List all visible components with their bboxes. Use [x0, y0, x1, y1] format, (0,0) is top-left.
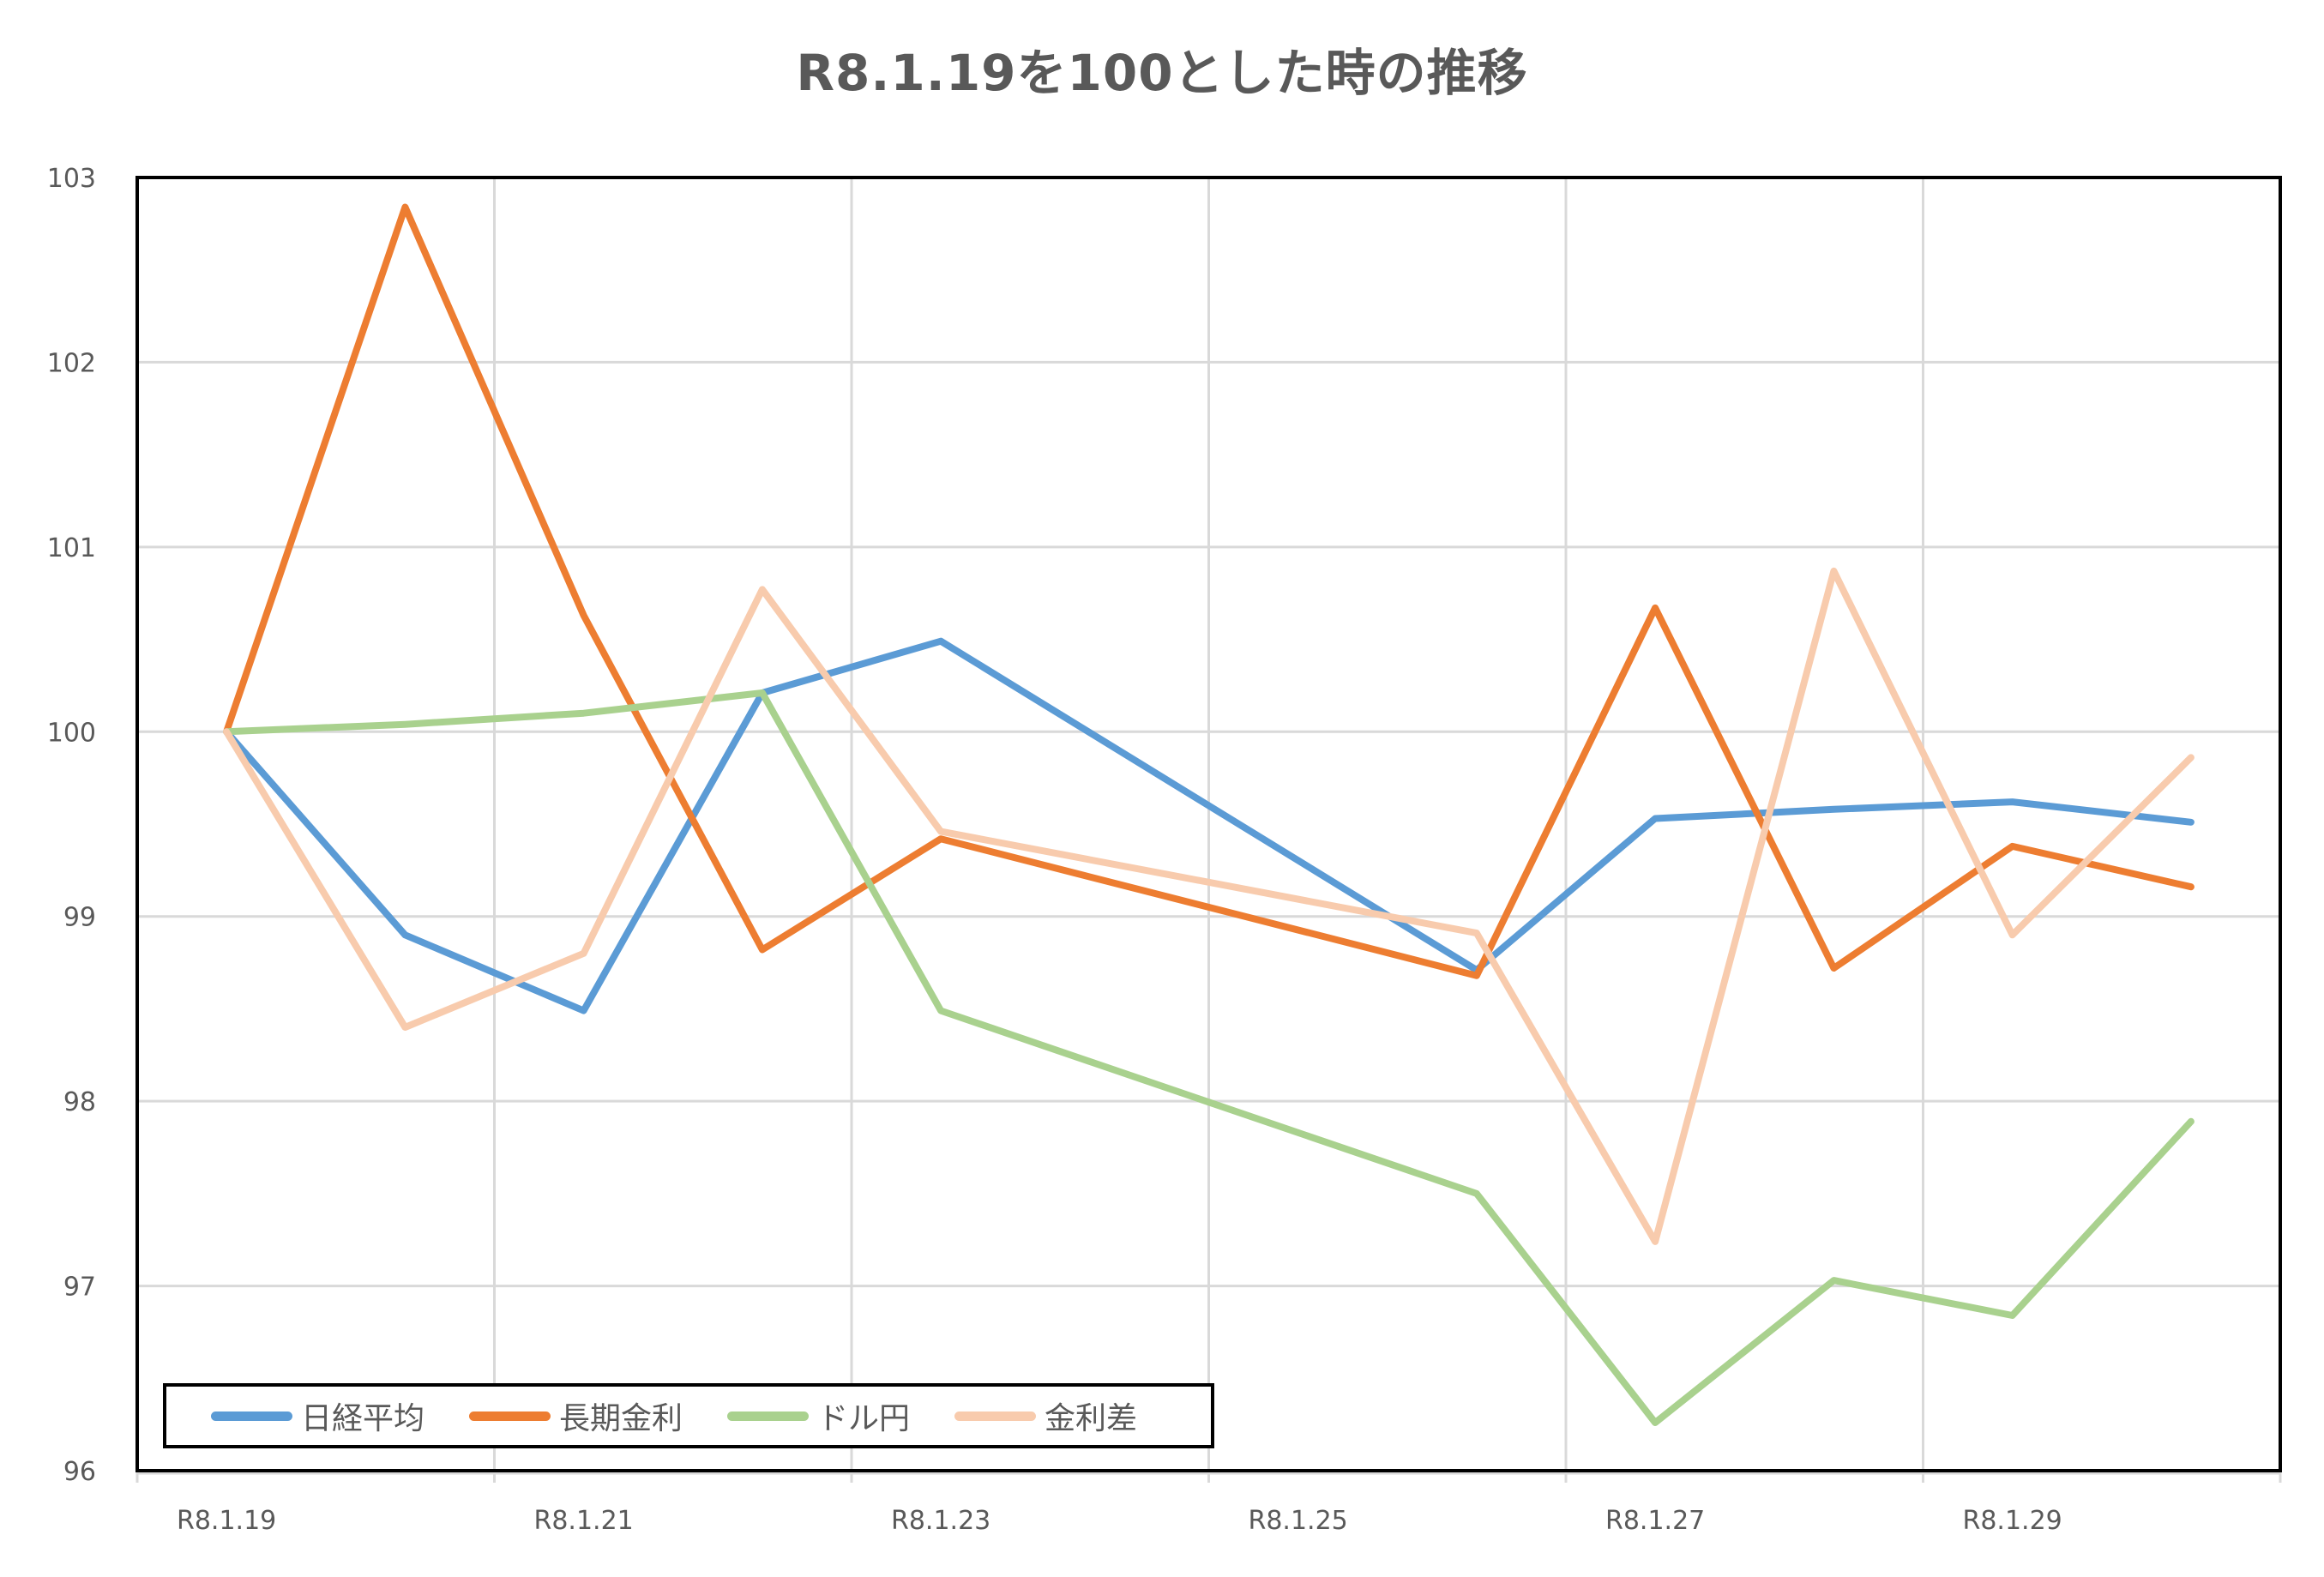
series-line [223, 203, 2195, 979]
legend-label: 長期金利 [559, 1401, 683, 1436]
y-tick-label: 100 [47, 718, 96, 748]
series-lines [223, 203, 2195, 1426]
legend-label: 日経平均 [301, 1401, 425, 1436]
x-tick-label: R8.1.27 [1605, 1506, 1705, 1536]
x-axis: R8.1.19 R8.1.21 R8.1.23 R8.1.25 R8.1.27 R8.1.… [135, 1471, 2282, 1536]
y-axis: 103 102 101 100 99 98 97 96 [47, 164, 96, 1487]
x-tick-label: R8.1.23 [891, 1506, 990, 1536]
series-line [223, 567, 2195, 1245]
y-tick-label: 99 [63, 903, 96, 933]
legend-line-icon [954, 1411, 1037, 1421]
y-tick-label: 103 [47, 164, 96, 194]
legend-item-nikkei[interactable]: 日経平均 [211, 1393, 424, 1438]
y-tick-label: 98 [63, 1087, 96, 1117]
y-tick-label: 101 [47, 533, 96, 563]
plot-area-border [135, 176, 2282, 1472]
legend: 日経平均 長期金利 ドル円 金利差 [163, 1383, 1214, 1448]
y-tick-label: 96 [63, 1457, 96, 1487]
gridlines [137, 178, 2280, 1471]
series-line [223, 689, 2195, 1426]
legend-line-icon [727, 1411, 810, 1421]
x-tick-label: R8.1.19 [177, 1506, 276, 1536]
chart-title: R8.1.19を100とした時の推移 [796, 44, 1528, 102]
legend-item-usdjpy[interactable]: ドル円 [727, 1393, 910, 1438]
legend-label: 金利差 [1045, 1401, 1138, 1436]
legend-line-icon [469, 1411, 551, 1421]
legend-label: ドル円 [817, 1401, 911, 1436]
y-tick-label: 97 [63, 1273, 96, 1303]
x-tick-label: R8.1.29 [1962, 1506, 2062, 1536]
x-tick-label: R8.1.25 [1248, 1506, 1347, 1536]
legend-item-long-term-rate[interactable]: 長期金利 [469, 1393, 683, 1438]
series-line [223, 637, 2195, 1014]
legend-item-rate-spread[interactable]: 金利差 [954, 1393, 1137, 1438]
legend-line-icon [211, 1411, 292, 1421]
x-tick-label: R8.1.21 [533, 1506, 633, 1536]
y-tick-label: 102 [47, 348, 96, 378]
